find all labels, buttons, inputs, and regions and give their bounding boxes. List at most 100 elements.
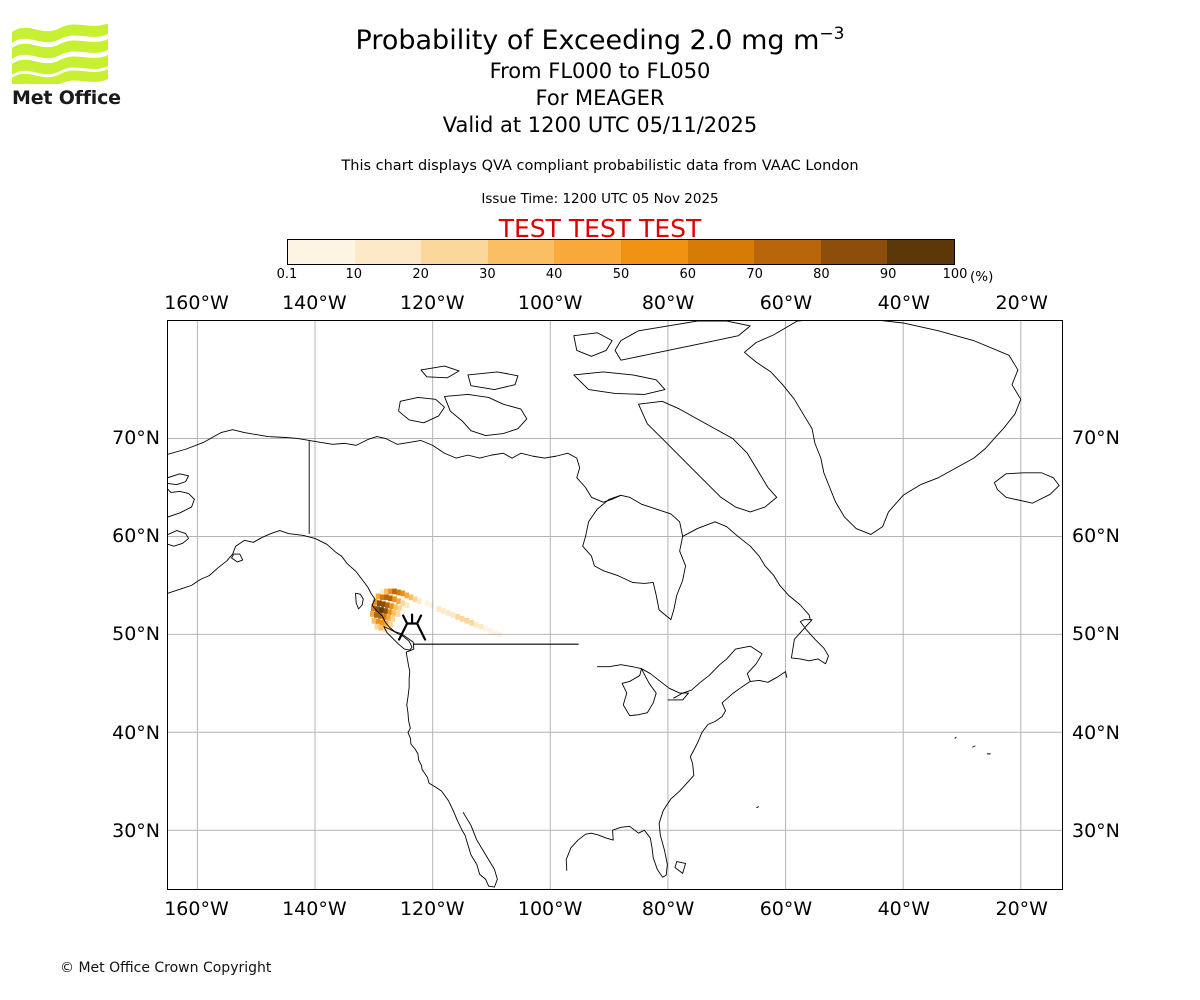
colorbar-tick-80: 80 — [813, 267, 830, 282]
ash-probability-layer — [369, 588, 503, 638]
ash-cell — [469, 619, 474, 626]
lat-tick-right-30°N: 30°N — [1072, 820, 1120, 843]
lat-tick-left-60°N: 60°N — [112, 525, 160, 548]
colorbar-tick-60: 60 — [679, 267, 697, 282]
coastline — [682, 521, 811, 621]
lon-tick-bottom-120°W: 120°W — [399, 898, 465, 920]
lon-tick-top-140°W: 140°W — [282, 292, 347, 314]
volcano-subtitle: For MEAGER — [535, 86, 665, 110]
coastline — [582, 494, 686, 621]
ash-cell — [404, 592, 410, 599]
lon-tick-top-80°W: 80°W — [641, 292, 695, 314]
ash-cell — [379, 619, 385, 626]
coastline — [743, 321, 1022, 535]
qva-note: This chart displays QVA compliant probab… — [341, 158, 859, 174]
lat-tick-left-30°N: 30°N — [112, 820, 160, 843]
colorbar-band-7 — [754, 240, 821, 264]
ash-cell — [379, 607, 384, 613]
map-panel[interactable] — [167, 320, 1063, 890]
copyright-notice: © Met Office Crown Copyright — [60, 960, 272, 976]
lon-tick-top-20°W: 20°W — [995, 292, 1048, 314]
coastline — [573, 371, 666, 395]
ash-cell — [455, 614, 460, 620]
coastline — [467, 371, 519, 391]
ash-cell — [450, 612, 456, 618]
ash-cell — [378, 613, 383, 619]
coastline — [614, 321, 751, 361]
colorbar-tick-10: 10 — [345, 267, 363, 282]
lon-tick-top-40°W: 40°W — [877, 292, 931, 314]
ash-cell — [488, 627, 493, 634]
met-office-wordmark: Met Office — [12, 87, 121, 109]
lon-tick-top-120°W: 120°W — [399, 292, 465, 314]
map-canvas — [168, 321, 1062, 889]
colorbar-tick-70: 70 — [746, 267, 763, 282]
coastline — [565, 671, 788, 878]
coastline — [462, 812, 498, 888]
lat-tick-left-70°N: 70°N — [112, 426, 160, 449]
coastline — [398, 396, 445, 424]
ash-cell — [387, 609, 393, 615]
ash-cell — [395, 611, 401, 617]
ash-cell — [375, 593, 381, 600]
ash-cell — [392, 596, 397, 603]
lat-tick-right-50°N: 50°N — [1072, 623, 1120, 646]
colorbar: 0.1 10 20 30 40 50 60 70 80 90 100 — [277, 239, 968, 287]
longitude-labels-top: 160°W 140°W 120°W 100°W 80°W 60°W 40°W 20°W — [0, 292, 1200, 318]
colorbar-band-3 — [487, 240, 555, 264]
colorbar-bands — [287, 239, 955, 265]
ash-cell — [372, 599, 378, 606]
ash-cell — [378, 624, 384, 631]
ash-cell — [375, 606, 380, 612]
ash-cell — [441, 608, 446, 614]
lon-tick-bottom-20°W: 20°W — [995, 898, 1048, 920]
volcano-icon — [398, 613, 427, 641]
lon-tick-bottom-40°W: 40°W — [877, 898, 931, 920]
colorbar-tick-90: 90 — [879, 267, 897, 282]
coastline — [444, 393, 528, 437]
coastline — [596, 664, 657, 717]
ash-cell — [424, 600, 430, 607]
ash-cell — [374, 623, 380, 630]
ash-cell — [404, 602, 410, 609]
colorbar-band-4 — [554, 240, 621, 264]
longitude-labels-bottom: 160°W 140°W 120°W 100°W 80°W 60°W 40°W 20°W — [0, 898, 1200, 924]
graticule-layer — [168, 321, 1062, 889]
coastline — [341, 555, 490, 887]
ash-cell — [382, 614, 387, 620]
colorbar-band-5 — [620, 240, 688, 264]
ash-cell — [464, 617, 470, 624]
coastline-layer — [168, 321, 1060, 888]
page-title-text: Probability of Exceeding 2.0 mg m — [355, 25, 820, 56]
ash-cell — [369, 611, 375, 617]
ash-cell — [373, 612, 379, 618]
ash-cell — [483, 625, 489, 632]
lon-tick-bottom-80°W: 80°W — [641, 898, 695, 920]
coastline — [790, 619, 829, 665]
colorbar-tick-labels: 0.1 10 20 30 40 50 60 70 80 90 100 — [277, 267, 968, 287]
lat-tick-right-60°N: 60°N — [1072, 525, 1120, 548]
ash-cell — [379, 594, 385, 601]
coastline — [168, 488, 195, 518]
test-banner: TEST TEST TEST — [498, 214, 702, 243]
colorbar-tick-50: 50 — [612, 267, 630, 282]
ash-cell — [445, 610, 451, 616]
ash-cell — [388, 588, 393, 595]
colorbar-unit-label: (%) — [970, 269, 994, 285]
ash-cell — [408, 594, 414, 601]
ash-cell — [436, 606, 442, 612]
ash-cell — [375, 618, 381, 625]
met-office-logo: Met Office — [12, 24, 122, 116]
lat-tick-right-70°N: 70°N — [1072, 426, 1120, 449]
ash-cell — [383, 594, 389, 601]
colorbar-tick-100: 100 — [942, 267, 968, 282]
coastline — [168, 530, 190, 547]
ash-cell — [386, 615, 392, 621]
met-office-wave-mark — [12, 24, 108, 84]
valid-time-subtitle: Valid at 1200 UTC 05/11/2025 — [442, 113, 758, 137]
colorbar-band-6 — [687, 240, 755, 264]
coastline — [674, 861, 686, 874]
colorbar-band-1 — [354, 240, 422, 264]
colorbar-band-2 — [421, 240, 488, 264]
ash-cell — [397, 605, 403, 611]
